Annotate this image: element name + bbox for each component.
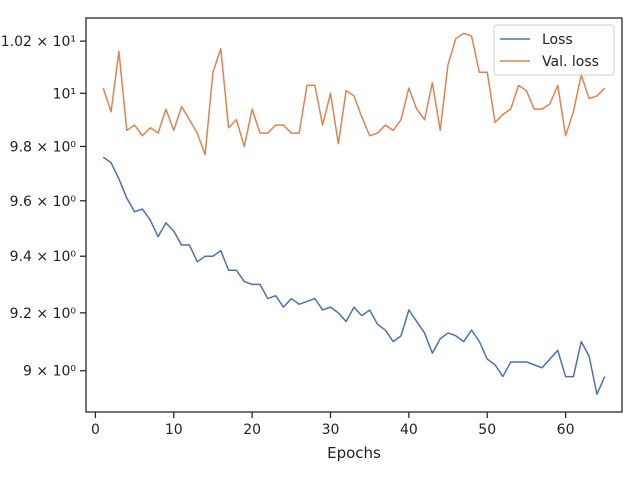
y-tick-label: 9.6 × 10⁰	[10, 194, 77, 210]
legend-box	[493, 24, 615, 76]
x-tick-label: 40	[400, 422, 418, 438]
x-tick-label: 50	[478, 422, 496, 438]
y-tick-label: 1.02 × 10¹	[1, 34, 76, 50]
x-tick-label: 30	[322, 422, 340, 438]
x-tick-label: 20	[243, 422, 261, 438]
x-tick-label: 10	[165, 422, 183, 438]
series-line-2	[102, 32, 606, 156]
legend: Loss Val. loss	[493, 24, 615, 76]
x-axis: 0 10 20 30 40 50 60	[91, 412, 575, 438]
y-tick-label: 9.2 × 10⁰	[10, 306, 77, 322]
legend-label-2: Val. loss	[542, 54, 599, 70]
x-tick-label: 0	[91, 422, 100, 438]
plot-frame	[85, 17, 623, 413]
legend-label-1: Loss	[542, 32, 573, 48]
y-axis: 9 × 10⁰ 9.2 × 10⁰ 9.4 × 10⁰ 9.6 × 10⁰ 9.8 × …	[1, 34, 86, 380]
y-tick-label: 9 × 10⁰	[23, 364, 76, 380]
x-tick-label: 60	[557, 422, 575, 438]
series-layer	[102, 32, 606, 395]
series-line-1	[102, 156, 606, 395]
y-tick-label: 10¹	[53, 86, 76, 102]
y-tick-label: 9.4 × 10⁰	[10, 249, 77, 265]
y-tick-label: 9.8 × 10⁰	[10, 139, 77, 155]
x-axis-title: Epochs	[327, 444, 381, 462]
